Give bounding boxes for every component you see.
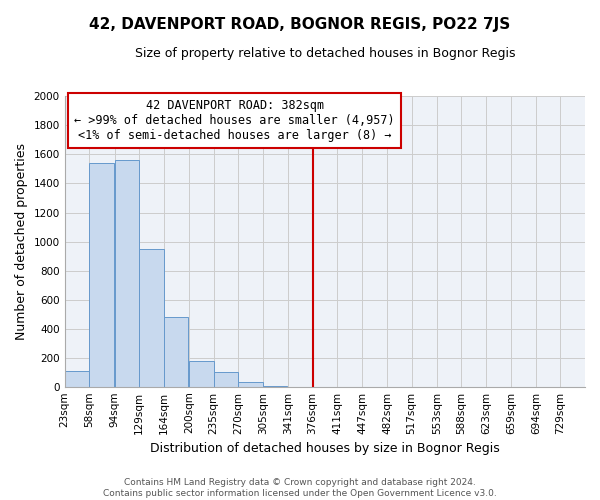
Text: 42, DAVENPORT ROAD, BOGNOR REGIS, PO22 7JS: 42, DAVENPORT ROAD, BOGNOR REGIS, PO22 7… xyxy=(89,18,511,32)
Bar xyxy=(139,249,164,386)
Bar xyxy=(115,160,139,386)
Bar xyxy=(238,382,263,386)
Bar xyxy=(164,317,188,386)
Text: Contains HM Land Registry data © Crown copyright and database right 2024.
Contai: Contains HM Land Registry data © Crown c… xyxy=(103,478,497,498)
Bar xyxy=(214,372,238,386)
Y-axis label: Number of detached properties: Number of detached properties xyxy=(15,143,28,340)
X-axis label: Distribution of detached houses by size in Bognor Regis: Distribution of detached houses by size … xyxy=(150,442,500,455)
Bar xyxy=(89,163,114,386)
Bar xyxy=(189,360,214,386)
Title: Size of property relative to detached houses in Bognor Regis: Size of property relative to detached ho… xyxy=(134,48,515,60)
Bar xyxy=(65,370,89,386)
Text: 42 DAVENPORT ROAD: 382sqm
← >99% of detached houses are smaller (4,957)
<1% of s: 42 DAVENPORT ROAD: 382sqm ← >99% of deta… xyxy=(74,100,395,142)
